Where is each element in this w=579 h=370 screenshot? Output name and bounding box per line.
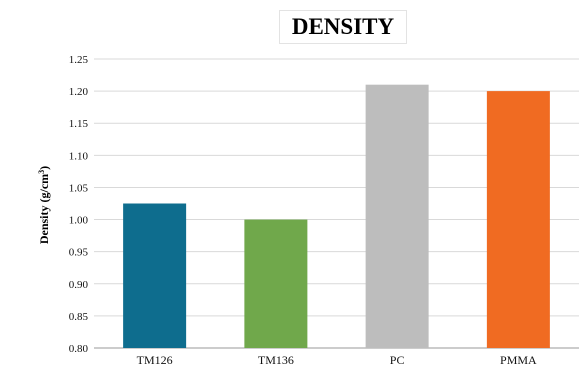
y-tick-label: 1.10 xyxy=(69,150,89,162)
bar-tm136 xyxy=(244,219,308,348)
y-tick-label: 1.00 xyxy=(69,215,89,227)
bars xyxy=(123,84,550,348)
x-tick-label: TM136 xyxy=(258,353,294,367)
x-tick-label: PC xyxy=(390,353,405,367)
chart-title: DENSITY xyxy=(279,10,407,44)
x-tick-labels: TM126 TM136 PC PMMA xyxy=(137,353,537,367)
y-tick-label: 0.85 xyxy=(69,311,89,323)
bar-pmma xyxy=(486,91,550,348)
y-tick-label: 1.15 xyxy=(69,118,89,130)
x-tick-label: TM126 xyxy=(137,353,173,367)
x-tick-label: PMMA xyxy=(500,353,537,367)
y-tick-labels: 0.80 0.85 0.90 0.95 1.00 1.05 1.10 1.15 1.20 1.25 xyxy=(69,54,89,355)
bar-tm126 xyxy=(123,203,187,348)
y-tick-label: 0.90 xyxy=(69,279,89,291)
y-tick-label: 0.95 xyxy=(69,247,89,259)
y-tick-label: 0.80 xyxy=(69,343,89,355)
y-tick-label: 1.05 xyxy=(69,182,89,194)
y-tick-label: 1.20 xyxy=(69,86,89,98)
y-axis-label: Density (g/cm3) xyxy=(37,166,51,244)
bar-pc xyxy=(365,84,429,348)
y-tick-label: 1.25 xyxy=(69,54,89,66)
